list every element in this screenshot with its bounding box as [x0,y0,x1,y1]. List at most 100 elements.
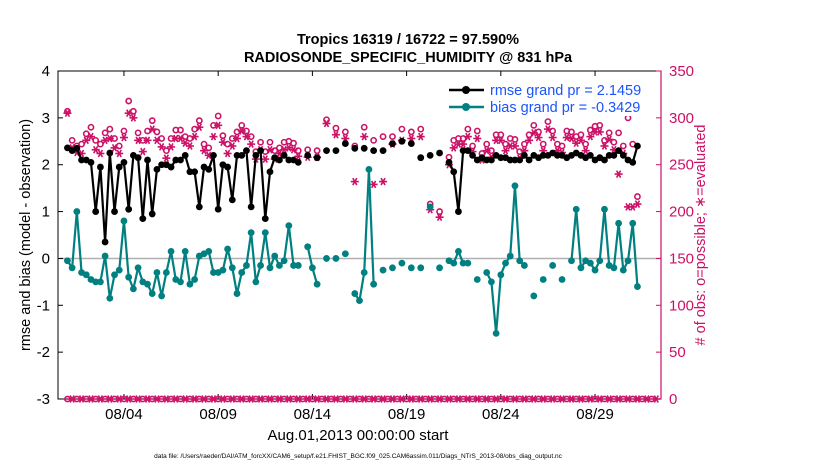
possible-obs-point [219,132,227,140]
possible-obs-point [233,128,241,136]
evaluated-obs-stroke [498,136,504,145]
evaluated-obs-point [176,134,185,143]
bias-point [516,257,524,265]
x-tick-label: 08/09 [199,406,237,423]
bias-point [323,255,330,262]
bias-point [191,276,199,283]
evaluated-obs-stroke [201,146,207,155]
possible-obs-point [186,135,194,142]
evaluated-obs-point [86,132,95,141]
evaluated-obs-stroke [107,134,113,143]
bias-segment [108,274,116,299]
evaluated-obs-stroke [295,152,301,161]
bias-point [464,259,472,267]
rmse-point [224,163,231,171]
zero-evaluated-point [624,395,633,403]
y2-tick-label: 200 [669,204,694,221]
evaluated-obs-stroke [526,136,532,145]
bias-point [610,264,618,272]
bias-point [356,297,363,304]
evaluated-obs-stroke [597,128,603,136]
bias-point [450,259,458,267]
rmse-point [139,215,147,223]
bias-point [497,271,505,279]
zero-evaluated-stroke [229,395,235,403]
zero-evaluated-point [209,395,218,403]
evaluated-obs-stroke [97,149,104,158]
bias-segment [513,185,521,261]
evaluated-obs-point [605,135,614,144]
series-layer [63,97,661,403]
zero-evaluated-stroke [333,395,339,403]
bias-point [407,264,415,272]
evaluated-obs-stroke [121,133,127,142]
zero-evaluated-point [416,395,425,403]
zero-evaluated-stroke [427,395,433,403]
rmse-segment [217,164,224,210]
evaluated-obs-point [265,145,274,154]
evaluated-obs-stroke [502,146,509,155]
bias-segment [631,223,639,287]
rmse-point [370,147,378,155]
zero-evaluated-stroke [69,395,75,403]
possible-obs-point [290,139,297,147]
y-tick-label: 1 [42,204,50,221]
evaluated-obs-point [167,143,176,151]
evaluated-obs-point [449,143,458,152]
possible-obs-point [582,140,590,148]
zero-evaluated-stroke [625,395,631,403]
zero-evaluated-point [190,395,199,403]
possible-obs-point [389,133,396,140]
evaluated-obs-point [331,130,340,139]
evaluated-obs-point [218,138,227,147]
zero-evaluated-stroke [549,395,556,403]
bias-point [148,290,156,297]
zero-evaluated-stroke [352,395,358,403]
evaluated-obs-stroke [144,136,151,145]
possible-obs-point [78,140,85,148]
bias-point [360,269,368,276]
bias-point [436,264,443,272]
zero-evaluated-stroke [653,395,659,403]
bias-segment [104,255,111,299]
rmse-point [469,151,476,159]
rmse-segment [226,166,234,201]
bias-segment [221,248,229,271]
evaluated-obs-point [91,145,100,154]
bias-point [96,278,104,286]
evaluated-obs-point [633,200,642,208]
evaluated-obs-stroke [229,142,235,150]
zero-evaluated-stroke [597,395,603,403]
rmse-point [191,168,199,176]
evaluated-obs-point [529,128,538,137]
bias-segment [132,267,140,290]
rmse-point [148,210,156,218]
zero-evaluated-stroke [606,395,612,403]
bias-point [459,259,467,267]
zero-evaluated-stroke [540,395,546,403]
evaluated-obs-stroke [380,177,386,186]
y-axis-label: rmse and bias (model - observation) [18,119,34,351]
rmse-point [417,154,425,162]
rmse-point [167,163,175,171]
zero-evaluated-stroke [342,395,349,403]
evaluated-obs-point [138,147,147,156]
rmse-point [186,168,194,176]
possible-obs-point [158,135,166,142]
bias-point [238,269,246,276]
rmse-point [247,203,255,211]
bias-point [167,248,175,255]
evaluated-obs-point [379,177,388,186]
zero-evaluated-stroke [210,395,217,403]
bias-segment [179,251,187,283]
evaluated-obs-point [134,136,143,145]
possible-obs-point [469,142,476,150]
possible-obs-point [615,129,623,137]
evaluated-obs-stroke [535,133,542,142]
evaluated-obs-stroke [474,134,480,143]
chart-title: Tropics 16319 / 16722 = 97.590% [297,32,519,48]
y2-axis-label: # of obs: o=possible; ∗=evaluated [693,125,709,346]
evaluated-obs-point [214,121,223,130]
evaluated-obs-point [600,142,609,150]
possible-obs-point [106,125,114,133]
